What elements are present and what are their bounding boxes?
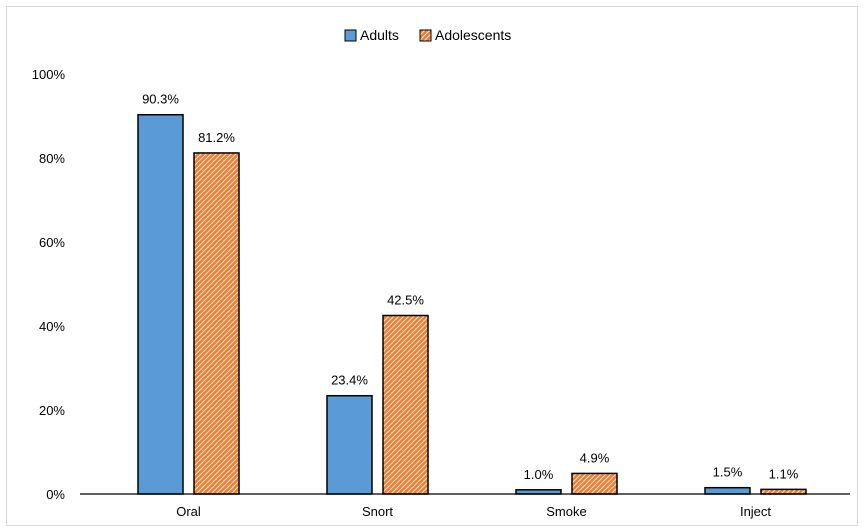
data-label-adolescents-snort: 42.5% — [387, 293, 424, 308]
bar-adolescents-inject — [760, 488, 807, 495]
y-tick-label: 80% — [39, 151, 65, 166]
bar-adults-oral — [137, 113, 184, 495]
legend-label-adults: Adults — [360, 27, 399, 43]
y-tick-label: 40% — [39, 319, 65, 334]
bars: 90.3% 81.2% 23.4% 42.5% 1.0% 4.9% 1.5% 1.1% — [137, 92, 807, 495]
legend: Adults Adolescents — [344, 27, 511, 43]
data-label-adolescents-inject: 1.1% — [769, 466, 799, 481]
y-tick-label: 20% — [39, 403, 65, 418]
bar-adolescents-snort — [382, 314, 429, 495]
y-tick-label: 0% — [46, 487, 65, 502]
data-label-adults-smoke: 1.0% — [524, 467, 554, 482]
x-tick-label-snort: Snort — [362, 504, 393, 519]
bar-adults-smoke — [515, 489, 562, 495]
data-label-adults-inject: 1.5% — [713, 465, 743, 480]
data-label-adolescents-oral: 81.2% — [198, 130, 235, 145]
x-axis: Oral Snort Smoke Inject — [80, 493, 850, 519]
bar-adolescents-smoke — [571, 472, 618, 495]
legend-swatch-adolescents — [419, 29, 432, 42]
x-tick-label-oral: Oral — [176, 504, 201, 519]
bar-adults-inject — [704, 486, 751, 495]
bar-adults-snort — [326, 394, 373, 495]
x-tick-label-smoke: Smoke — [546, 504, 586, 519]
legend-swatch-adults — [344, 29, 357, 42]
y-tick-label: 100% — [32, 67, 66, 82]
data-label-adults-snort: 23.4% — [331, 373, 368, 388]
y-axis: 0% 20% 40% 60% 80% 100% — [32, 67, 66, 502]
legend-label-adolescents: Adolescents — [435, 27, 511, 43]
data-label-adults-oral: 90.3% — [142, 92, 179, 107]
y-tick-label: 60% — [39, 235, 65, 250]
bar-adolescents-oral — [193, 152, 240, 495]
x-tick-label-inject: Inject — [740, 504, 771, 519]
data-label-adolescents-smoke: 4.9% — [580, 450, 610, 465]
